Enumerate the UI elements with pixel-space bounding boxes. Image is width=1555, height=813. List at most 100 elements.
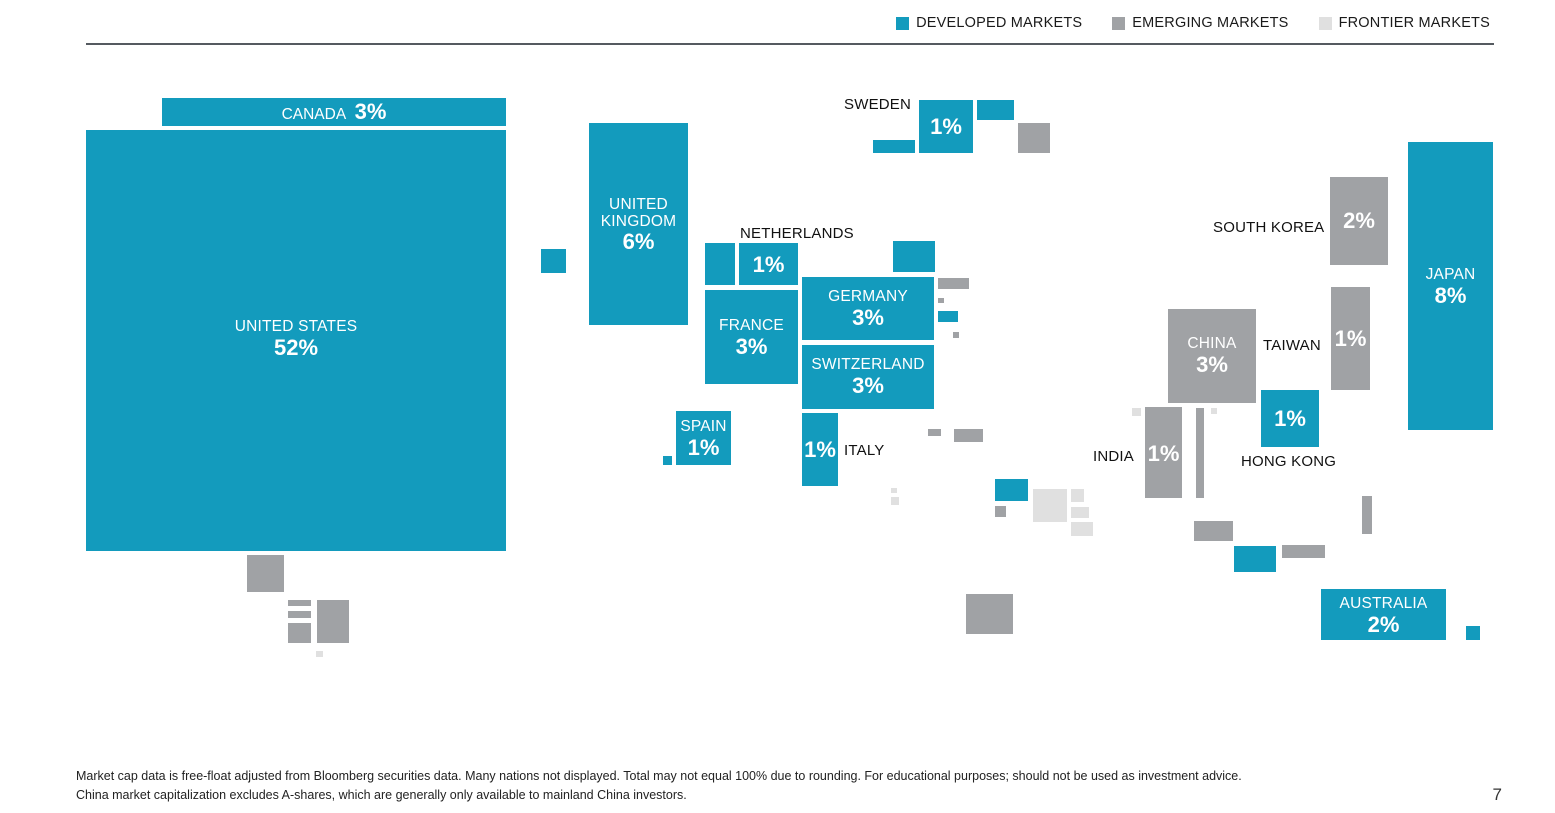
country-pct-united-kingdom: 6% xyxy=(622,229,655,255)
country-name-china: CHINA xyxy=(1187,335,1237,352)
label-canada: CANADA 3% xyxy=(162,100,506,124)
legend: DEVELOPED MARKETS EMERGING MARKETS FRONT… xyxy=(896,15,1490,31)
legend-item-emerging: EMERGING MARKETS xyxy=(1112,15,1288,31)
country-block-sweden xyxy=(919,100,973,153)
country-pct-hong-kong: 1% xyxy=(1274,406,1306,431)
country-block-emerging xyxy=(938,298,944,303)
country-block-united-states xyxy=(86,130,506,551)
country-block-spain xyxy=(676,411,731,465)
footnote: Market cap data is free-float adjusted f… xyxy=(76,767,1242,805)
legend-item-frontier: FRONTIER MARKETS xyxy=(1318,15,1490,31)
country-block-emerging xyxy=(247,555,284,592)
country-block-frontier xyxy=(1132,408,1141,416)
country-block-taiwan xyxy=(1331,287,1370,390)
footnote-line-1: Market cap data is free-float adjusted f… xyxy=(76,769,1242,783)
legend-label-emerging: EMERGING MARKETS xyxy=(1132,15,1289,31)
country-name-italy: ITALY xyxy=(844,442,885,459)
country-block-emerging xyxy=(288,611,311,618)
country-block-emerging xyxy=(966,594,1013,634)
country-block-emerging xyxy=(288,623,311,643)
country-block-developed xyxy=(938,311,958,322)
legend-label-frontier: FRONTIER MARKETS xyxy=(1338,15,1490,31)
country-block-frontier xyxy=(1033,489,1067,522)
country-block-emerging xyxy=(1018,123,1050,153)
footnote-line-2: China market capitalization excludes A-s… xyxy=(76,788,687,802)
country-name-south-korea: SOUTH KOREA xyxy=(1213,219,1325,236)
country-block-canada xyxy=(162,98,506,126)
country-name-sweden: SWEDEN xyxy=(844,96,912,113)
country-block-germany xyxy=(802,277,934,340)
country-name-united-states: UNITED STATES xyxy=(234,318,358,335)
country-pct-australia: 2% xyxy=(1367,611,1400,637)
country-block-frontier xyxy=(1211,408,1217,414)
country-block-emerging xyxy=(1196,408,1204,498)
country-block-emerging xyxy=(288,600,311,606)
country-block-emerging xyxy=(928,429,941,436)
country-name-switzerland: SWITZERLAND xyxy=(811,356,925,373)
country-pct-india: 1% xyxy=(1147,441,1180,466)
country-block-south-korea xyxy=(1330,177,1388,265)
country-block-emerging xyxy=(1362,496,1372,534)
country-block-china xyxy=(1168,309,1256,403)
label-japan: JAPAN 8% xyxy=(1408,266,1493,307)
country-pct-south-korea: 2% xyxy=(1343,208,1375,233)
label-france: FRANCE 3% xyxy=(705,317,798,359)
legend-swatch-emerging xyxy=(1112,16,1126,30)
country-block-italy xyxy=(802,413,838,486)
country-block-frontier xyxy=(1071,489,1084,502)
country-block-developed xyxy=(541,249,566,273)
country-pct-taiwan: 1% xyxy=(1334,326,1367,351)
country-block-emerging xyxy=(1282,545,1325,558)
country-pct-france: 3% xyxy=(735,333,768,359)
country-name-spain: SPAIN xyxy=(680,418,727,435)
label-united-states: UNITED STATES 52% xyxy=(86,318,506,360)
country-pct-china: 3% xyxy=(1196,351,1228,377)
label-united-kingdom: UNITED KINGDOM 6% xyxy=(589,196,688,255)
country-pct-germany: 3% xyxy=(852,304,884,330)
label-china: CHINA 3% xyxy=(1168,335,1256,377)
country-pct-italy: 1% xyxy=(804,437,836,462)
country-block-developed xyxy=(873,140,915,153)
country-pct-united-states: 52% xyxy=(273,334,319,360)
country-block-netherlands xyxy=(739,243,798,285)
country-block-developed xyxy=(995,479,1028,501)
legend-label-developed: DEVELOPED MARKETS xyxy=(916,15,1083,31)
country-block-developed xyxy=(1234,546,1276,572)
label-spain: SPAIN 1% xyxy=(676,418,731,460)
country-block-hong-kong xyxy=(1261,390,1319,447)
country-pct-canada: 3% xyxy=(354,99,387,124)
country-block-frontier xyxy=(1071,522,1093,536)
country-pct-spain: 1% xyxy=(687,434,720,460)
country-block-developed xyxy=(977,100,1014,120)
legend-swatch-frontier xyxy=(1318,16,1332,30)
header-divider xyxy=(86,43,1494,45)
country-block-emerging xyxy=(1194,521,1233,541)
label-australia: AUSTRALIA 2% xyxy=(1321,595,1446,637)
country-block-frontier xyxy=(891,488,897,493)
country-block-emerging xyxy=(954,429,983,442)
country-block-developed xyxy=(705,243,735,285)
country-block-australia xyxy=(1321,589,1446,640)
country-name-netherlands: NETHERLANDS xyxy=(740,225,854,242)
country-name-united-kingdom-line1: UNITED xyxy=(609,196,668,213)
country-pct-switzerland: 3% xyxy=(852,372,884,398)
country-name-germany: GERMANY xyxy=(828,288,908,305)
country-name-australia: AUSTRALIA xyxy=(1339,595,1428,612)
country-pct-sweden: 1% xyxy=(930,114,962,139)
country-block-developed xyxy=(1466,626,1480,640)
country-block-japan xyxy=(1408,142,1493,430)
label-switzerland: SWITZERLAND 3% xyxy=(802,356,934,398)
country-block-developed xyxy=(893,241,935,272)
country-name-france: FRANCE xyxy=(719,317,784,334)
country-block-switzerland xyxy=(802,345,934,409)
country-name-taiwan: TAIWAN xyxy=(1263,337,1321,354)
country-name-india: INDIA xyxy=(1093,448,1135,465)
legend-item-developed: DEVELOPED MARKETS xyxy=(896,15,1082,31)
country-block-frontier xyxy=(316,651,323,657)
country-pct-netherlands: 1% xyxy=(752,252,785,277)
legend-swatch-developed xyxy=(896,16,910,30)
country-name-united-kingdom-line2: KINGDOM xyxy=(600,212,677,230)
country-block-emerging xyxy=(995,506,1006,517)
country-name-hong-kong: HONG KONG xyxy=(1241,453,1337,470)
country-block-emerging xyxy=(317,600,349,643)
